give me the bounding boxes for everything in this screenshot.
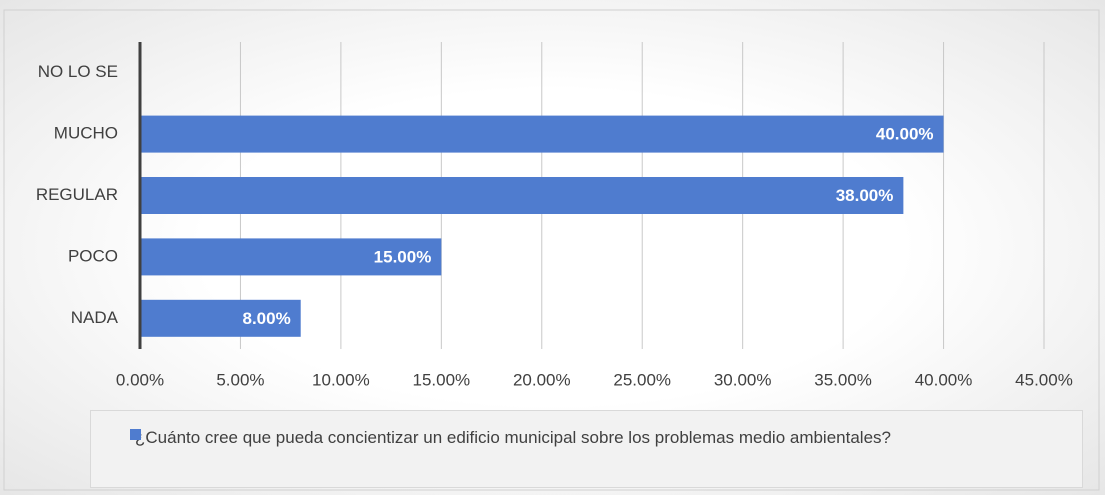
bar [140,238,442,276]
x-tick-label: 30.00% [714,370,772,389]
data-label: 38.00% [836,186,894,205]
bar [140,115,944,153]
y-tick-label: NADA [71,308,119,327]
y-tick-label: REGULAR [36,185,118,204]
legend-label: ¿Cuánto cree que pueda concientizar un e… [135,428,891,447]
bar [140,299,301,337]
data-label: 40.00% [876,125,934,144]
x-tick-label: 0.00% [116,370,164,389]
frame [3,9,1100,491]
x-tick-label: 25.00% [613,370,671,389]
x-tick-label: 45.00% [1015,370,1073,389]
data-label: 8.00% [243,309,291,328]
legend-swatch [130,429,141,440]
x-tick-label: 35.00% [814,370,872,389]
data-label: 15.00% [374,247,432,266]
legend: ¿Cuánto cree que pueda concientizar un e… [90,410,1083,488]
x-tick-label: 20.00% [513,370,571,389]
y-tick-label: MUCHO [54,124,118,143]
y-tick-label: POCO [68,246,118,265]
x-tick-label: 5.00% [216,370,264,389]
x-tick-label: 10.00% [312,370,370,389]
bar [140,177,904,214]
x-tick-label: 15.00% [412,370,470,389]
x-tick-label: 40.00% [915,370,973,389]
y-tick-label: NO LO SE [38,62,118,81]
